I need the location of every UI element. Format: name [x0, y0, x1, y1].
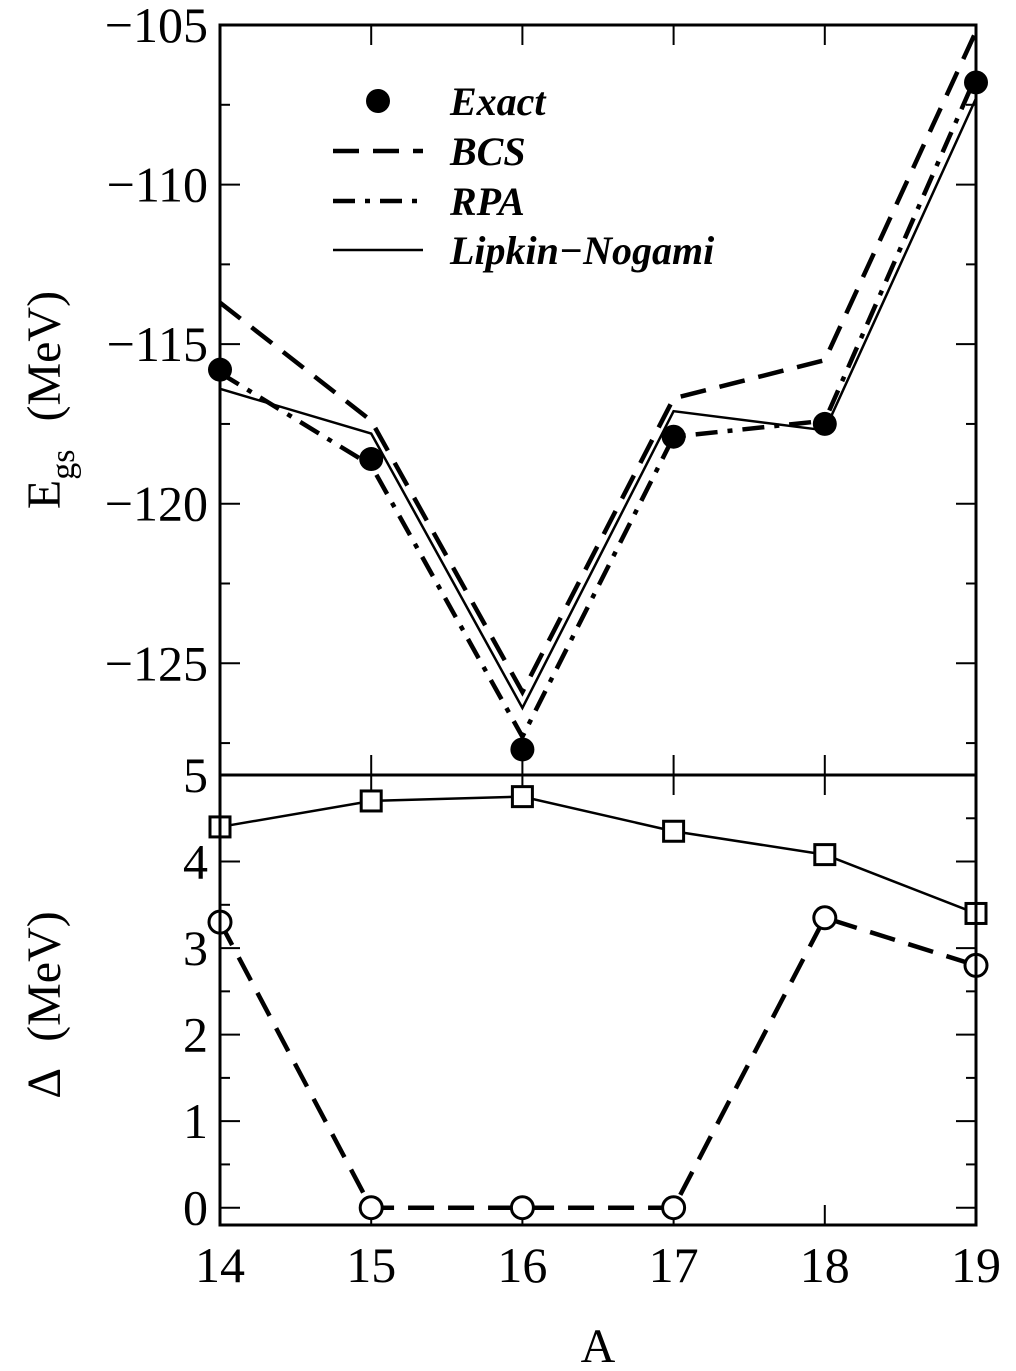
gap-square-marker	[359, 789, 383, 813]
bottom-plot-frame	[218, 773, 978, 1227]
gap-circle-marker	[812, 905, 838, 931]
y-tick-label-bottom: 5	[183, 747, 208, 803]
y-tick-label-bottom: 0	[183, 1180, 208, 1236]
y-tick-label-top: −125	[105, 635, 208, 691]
y-axis-label-gap-unit: (MeV)	[18, 911, 71, 1042]
y-axis-label-energy-sub: gs	[45, 450, 82, 480]
x-tick-label: 19	[951, 1237, 1001, 1293]
gap-circle-marker	[358, 1195, 384, 1221]
gap-circle-marker	[661, 1195, 687, 1221]
legend-label-bcs: BCS	[449, 129, 526, 174]
y-axis-label-energy: Egs (MeV)	[18, 291, 82, 509]
energy-panel: −105 −110 −115 −120 −125	[105, 0, 988, 777]
x-axis-label: A	[581, 1320, 616, 1371]
y-tick-label-bottom: 4	[183, 834, 208, 890]
y-axis-label-energy-main: E	[18, 480, 71, 509]
series-line-lipkin-nogami	[219, 97, 978, 711]
gap-square-marker	[510, 785, 534, 809]
x-tick-label: 17	[649, 1237, 699, 1293]
y-tick-label-top: −115	[107, 316, 208, 372]
x-tick-label: 18	[800, 1237, 850, 1293]
series-line-bcs	[218, 30, 979, 697]
x-tick-label: 14	[195, 1237, 245, 1293]
y-axis-label-gap: Δ (MeV)	[18, 911, 71, 1099]
legend-label-rpa: RPA	[449, 179, 525, 224]
legend-label-exact: Exact	[449, 79, 547, 124]
y-tick-label-top: −120	[105, 476, 208, 532]
exact-point	[510, 737, 535, 762]
y-axis-label-energy-unit: (MeV)	[18, 291, 71, 422]
legend-marker-exact	[366, 89, 390, 113]
exact-point	[812, 411, 837, 436]
y-tick-label-bottom: 1	[183, 1093, 208, 1149]
y-tick-label-top: −110	[107, 157, 208, 213]
x-axis: 14 15 16 17 18 19	[195, 1237, 1001, 1293]
exact-point	[359, 447, 384, 472]
gap-circle-marker	[509, 1195, 535, 1221]
x-tick-label: 15	[346, 1237, 396, 1293]
gap-square-marker	[813, 843, 837, 867]
gap-panel: 0 1 2 3 4 5	[183, 747, 989, 1236]
y-tick-label-bottom: 2	[183, 1007, 208, 1063]
series-line-rpa	[218, 75, 979, 742]
exact-point	[661, 424, 686, 449]
top-plot-frame	[218, 23, 978, 777]
x-tick-label: 16	[497, 1237, 547, 1293]
gap-series-square-line	[219, 795, 977, 915]
y-axis-label-gap-main: Δ	[18, 1068, 71, 1099]
legend-label-lipkin-nogami: Lipkin−Nogami	[449, 228, 714, 273]
y-tick-label-bottom: 3	[183, 920, 208, 976]
gap-series-circle-line	[218, 915, 977, 1210]
y-tick-label-top: −105	[105, 0, 208, 53]
gap-square-marker	[662, 819, 686, 843]
